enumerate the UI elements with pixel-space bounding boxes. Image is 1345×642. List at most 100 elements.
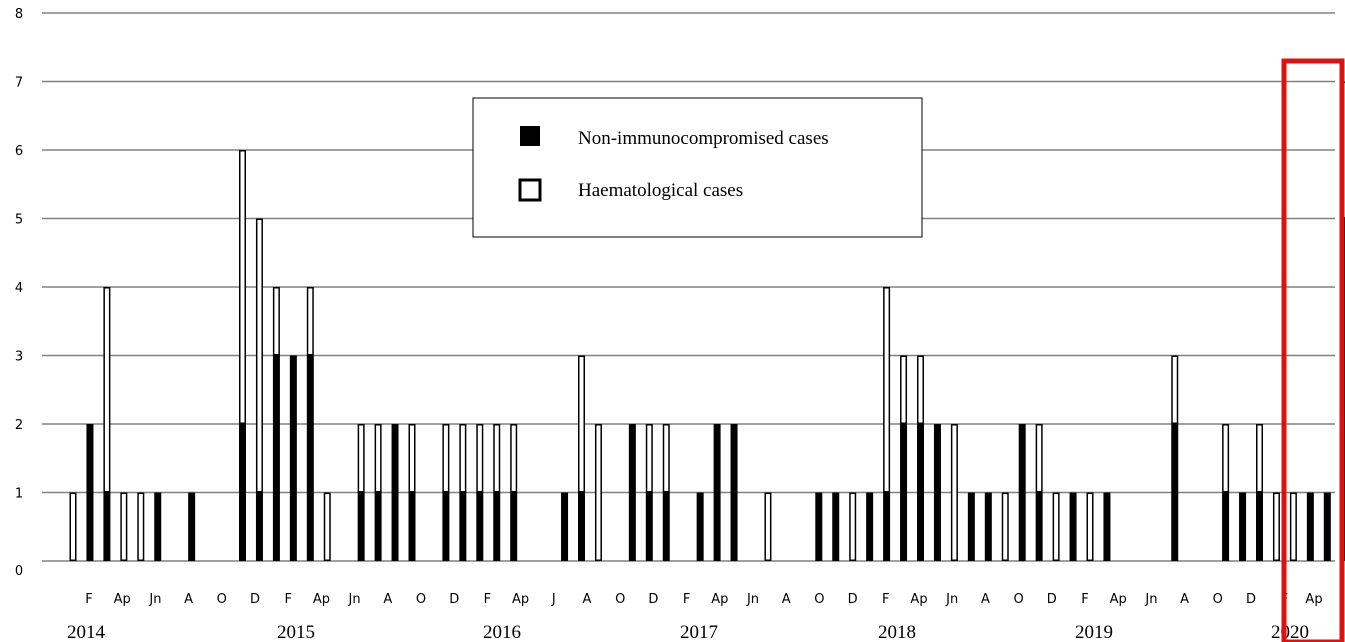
bar-haematological <box>1086 492 1094 561</box>
month-tick-label: A <box>184 592 193 607</box>
year-label: 2019 <box>1075 622 1113 642</box>
month-tick-label: O <box>1013 592 1023 607</box>
month-tick-label: O <box>416 592 426 607</box>
month-tick-label: J <box>551 592 556 607</box>
y-tick-label: 1 <box>15 487 23 502</box>
y-tick-label: 8 <box>15 7 23 22</box>
bar-haematological <box>239 150 246 424</box>
bar-non-immunocompromised <box>1323 492 1331 561</box>
bar-non-immunocompromised <box>1256 492 1263 561</box>
year-label: 2015 <box>277 622 315 642</box>
month-tick-label: D <box>848 592 858 607</box>
bar-haematological <box>442 424 450 493</box>
highlight-box-2020-april <box>1281 58 1345 642</box>
month-tick-label: D <box>1047 592 1057 607</box>
legend-swatch-non-immunocompromised <box>520 126 540 146</box>
y-tick-label: 7 <box>15 76 23 91</box>
month-tick-label: D <box>449 592 459 607</box>
bar-non-immunocompromised <box>357 492 365 561</box>
month-tick-label: D <box>648 592 658 607</box>
month-tick-label: A <box>583 592 592 607</box>
bar-haematological <box>1222 424 1230 493</box>
year-label: 2017 <box>680 622 718 642</box>
year-label: 2018 <box>878 622 916 642</box>
bar-non-immunocompromised <box>255 492 263 561</box>
month-tick-label: Jn <box>945 592 958 607</box>
bar-non-immunocompromised <box>510 492 518 561</box>
month-tick-label: Ap <box>1110 592 1127 607</box>
year-label: 2020 <box>1271 622 1309 642</box>
y-tick-label: 3 <box>15 350 23 365</box>
bar-haematological <box>1289 492 1297 561</box>
y-tick-label: 0 <box>15 564 23 579</box>
bar-non-immunocompromised <box>103 492 111 561</box>
month-tick-label: O <box>217 592 227 607</box>
month-tick-label: O <box>615 592 625 607</box>
bar-non-immunocompromised <box>442 492 450 561</box>
month-tick-label: A <box>383 592 392 607</box>
bar-haematological <box>1171 355 1179 424</box>
month-tick-label: Ap <box>1305 592 1322 607</box>
bar-non-immunocompromised <box>1103 492 1111 561</box>
bar-haematological <box>950 424 958 561</box>
bar-non-immunocompromised <box>239 424 246 561</box>
bar-haematological <box>578 355 585 493</box>
year-label: 2014 <box>67 622 106 642</box>
bar-non-immunocompromised <box>1035 492 1043 561</box>
bar-non-immunocompromised <box>86 424 94 561</box>
bar-non-immunocompromised <box>696 492 704 561</box>
month-tick-label: Jn <box>746 592 759 607</box>
month-tick-label: O <box>1213 592 1223 607</box>
bar-haematological <box>408 424 416 493</box>
bar-haematological <box>476 424 484 493</box>
month-tick-label: Ap <box>512 592 529 607</box>
month-tick-label: F <box>1081 592 1088 607</box>
bar-haematological <box>69 492 77 561</box>
bar-non-immunocompromised <box>391 424 399 561</box>
month-tick-label: F <box>85 592 92 607</box>
bar-non-immunocompromised <box>713 424 721 561</box>
bar-non-immunocompromised <box>730 424 738 561</box>
bar-haematological <box>374 424 382 493</box>
month-tick-label: Jn <box>148 592 161 607</box>
bar-non-immunocompromised <box>306 355 314 561</box>
bar-non-immunocompromised <box>1306 492 1314 561</box>
bar-haematological <box>272 287 280 356</box>
bar-haematological <box>1052 492 1060 561</box>
y-tick-label: 2 <box>15 418 23 433</box>
bar-non-immunocompromised <box>154 492 162 561</box>
bar-haematological <box>459 424 467 493</box>
bar-non-immunocompromised <box>917 424 924 561</box>
month-tick-label: D <box>250 592 260 607</box>
bar-haematological <box>1256 424 1263 493</box>
month-tick-label: A <box>1180 592 1189 607</box>
bar-non-immunocompromised <box>272 355 280 561</box>
bar-non-immunocompromised <box>1018 424 1026 561</box>
bar-haematological <box>849 492 857 561</box>
grid-lines <box>42 12 1335 562</box>
y-tick-label: 4 <box>15 281 23 296</box>
bar-non-immunocompromised <box>1069 492 1077 561</box>
bar-haematological <box>594 424 602 561</box>
bar-non-immunocompromised <box>459 492 467 561</box>
bar-non-immunocompromised <box>628 424 636 561</box>
bar-non-immunocompromised <box>815 492 823 561</box>
bar-haematological <box>137 492 145 561</box>
bar-haematological <box>764 492 772 561</box>
bar-non-immunocompromised <box>832 492 840 561</box>
bar-haematological <box>255 218 263 493</box>
bar-haematological <box>917 355 924 424</box>
bar-haematological <box>357 424 365 493</box>
legend: Non-immunocompromised cases Haematologic… <box>472 97 923 238</box>
bar-haematological <box>662 424 670 493</box>
month-tick-label: Ap <box>910 592 927 607</box>
bar-non-immunocompromised <box>289 355 297 561</box>
month-tick-label: D <box>1246 592 1256 607</box>
bar-non-immunocompromised <box>374 492 382 561</box>
y-tick-label: 6 <box>15 144 23 159</box>
bar-haematological <box>120 492 128 561</box>
bar-non-immunocompromised <box>188 492 196 561</box>
bar-non-immunocompromised <box>1239 492 1247 561</box>
month-tick-label: Ap <box>313 592 330 607</box>
month-tick-label: F <box>882 592 889 607</box>
